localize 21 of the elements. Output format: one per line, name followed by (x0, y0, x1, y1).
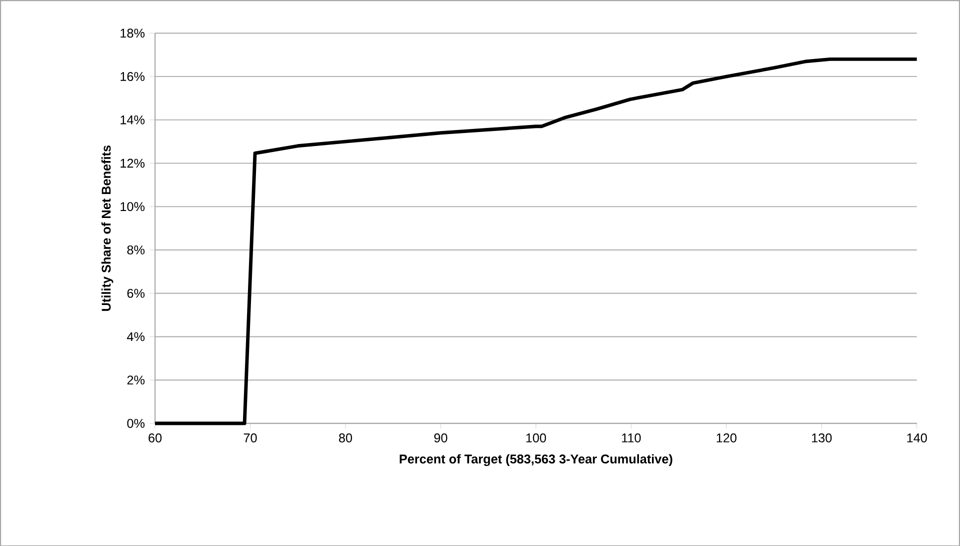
x-tick-label: 70 (244, 433, 257, 442)
y-tick-label: 12% (120, 158, 145, 168)
y-axis-title: Utility Share of Net Benefits (101, 145, 114, 311)
x-tick-label: 130 (812, 433, 832, 442)
x-axis-title: Percent of Target (583,563 3-Year Cumulative) (400, 454, 672, 466)
x-tick-label: 80 (338, 433, 352, 442)
y-tick-label: 8% (127, 245, 145, 254)
y-tick-label: 6% (127, 288, 145, 298)
y-tick-label: 2% (127, 375, 145, 384)
y-tick-label: 4% (127, 332, 145, 341)
x-tick-label: 60 (148, 433, 162, 442)
y-tick-label: 18% (120, 28, 145, 38)
y-tick-label: 16% (120, 72, 145, 81)
y-tick-label: 14% (120, 115, 145, 124)
y-tick-label: 10% (120, 202, 145, 211)
y-tick-label: 0% (127, 418, 145, 428)
x-tick-label: 90 (434, 433, 448, 442)
x-tick-label: 120 (716, 433, 736, 442)
x-tick-label: 140 (907, 433, 927, 442)
x-tick-label: 110 (622, 433, 641, 442)
x-tick-label: 100 (526, 433, 546, 442)
